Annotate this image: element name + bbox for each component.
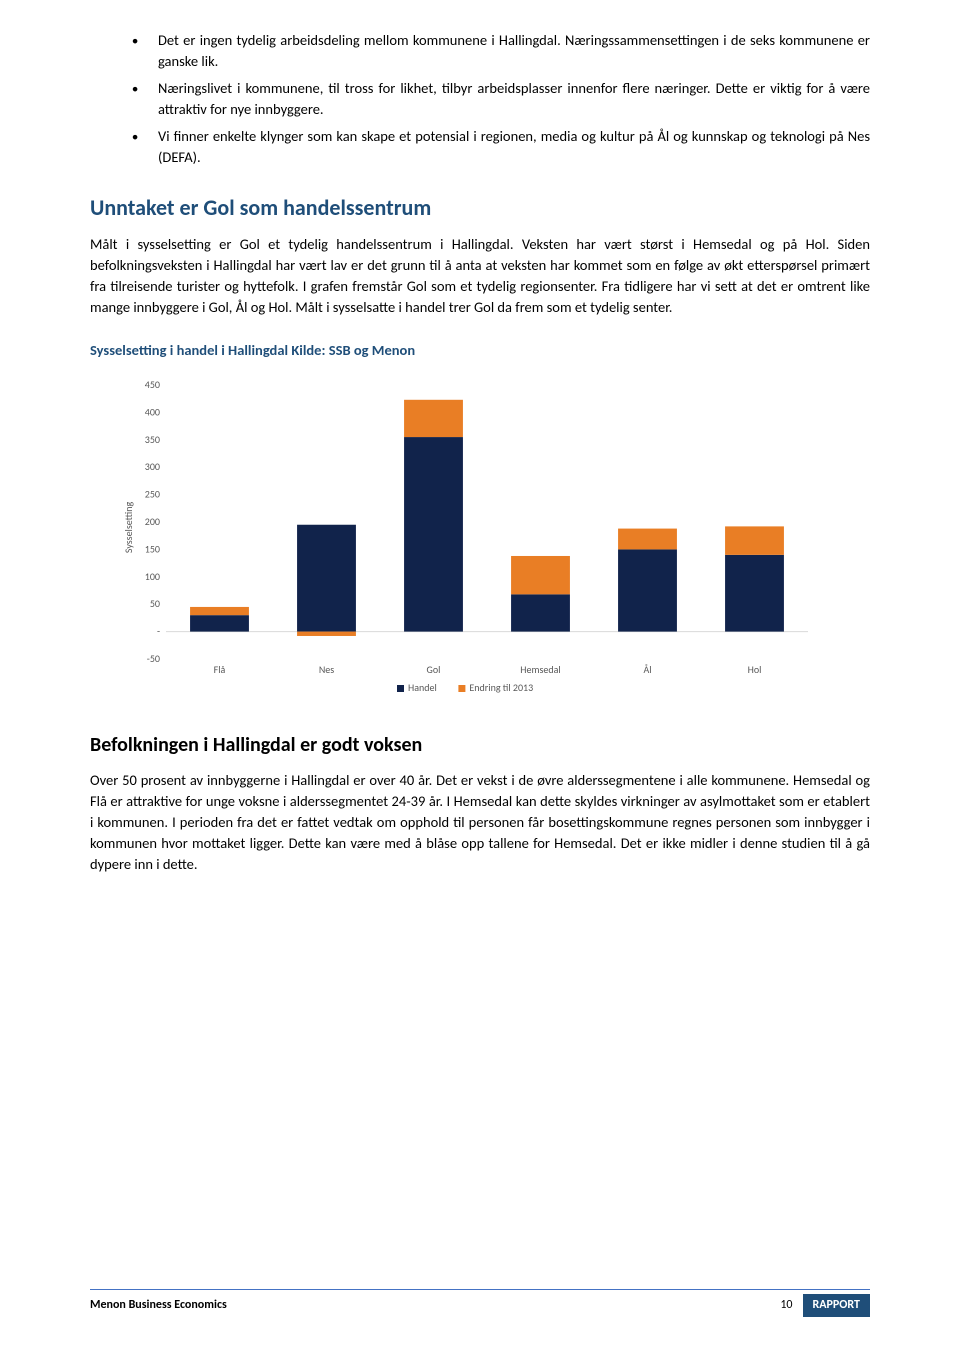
footer-divider	[90, 1289, 870, 1290]
page-footer: Menon Business Economics 10 RAPPORT	[0, 1289, 960, 1317]
section-body-befolkningen: Over 50 prosent av innbyggerne i Halling…	[90, 770, 870, 875]
chart-caption: Sysselsetting i handel i Hallingdal Kild…	[90, 340, 870, 361]
bullet-item: ● Det er ingen tydelig arbeidsdeling mel…	[132, 30, 870, 72]
svg-text:Hemsedal: Hemsedal	[520, 663, 560, 676]
stacked-bar-chart: Sysselsetting-50-50100150200250300350400…	[118, 379, 818, 709]
svg-text:100: 100	[145, 570, 160, 583]
bullet-item: ● Vi finner enkelte klynger som kan skap…	[132, 126, 870, 168]
svg-text:300: 300	[145, 460, 160, 473]
svg-text:150: 150	[145, 542, 160, 555]
svg-text:Flå: Flå	[214, 663, 226, 676]
svg-text:450: 450	[145, 379, 160, 391]
svg-text:50: 50	[150, 597, 160, 610]
svg-text:Nes: Nes	[319, 663, 334, 676]
svg-text:Hol: Hol	[748, 663, 762, 676]
section-heading-unntaket: Unntaket er Gol som handelssentrum	[90, 192, 870, 224]
bullet-list: ● Det er ingen tydelig arbeidsdeling mel…	[132, 30, 870, 168]
bullet-text: Næringslivet i kommunene, til tross for …	[158, 78, 870, 120]
bullet-icon: ●	[132, 126, 158, 168]
bullet-text: Vi finner enkelte klynger som kan skape …	[158, 126, 870, 168]
svg-text:-50: -50	[147, 652, 160, 665]
svg-text:Handel: Handel	[408, 681, 437, 694]
svg-text:250: 250	[145, 488, 160, 501]
svg-text:Endring til 2013: Endring til 2013	[469, 681, 533, 694]
bullet-text: Det er ingen tydelig arbeidsdeling mello…	[158, 30, 870, 72]
svg-text:Sysselsetting: Sysselsetting	[122, 502, 135, 554]
svg-text:-: -	[157, 625, 160, 638]
section-heading-befolkningen: Befolkningen i Hallingdal er godt voksen	[90, 731, 870, 760]
bullet-icon: ●	[132, 30, 158, 72]
footer-org: Menon Business Economics	[90, 1297, 227, 1314]
bullet-icon: ●	[132, 78, 158, 120]
svg-text:400: 400	[145, 405, 160, 418]
chart-container: Sysselsetting-50-50100150200250300350400…	[118, 379, 870, 709]
svg-text:Ål: Ål	[643, 663, 651, 676]
svg-text:350: 350	[145, 433, 160, 446]
footer-badge: RAPPORT	[803, 1294, 871, 1317]
svg-text:Gol: Gol	[427, 663, 441, 676]
footer-page-number: 10	[780, 1297, 792, 1314]
section-body-unntaket: Målt i sysselsetting er Gol et tydelig h…	[90, 234, 870, 318]
bullet-item: ● Næringslivet i kommunene, til tross fo…	[132, 78, 870, 120]
svg-text:200: 200	[145, 515, 160, 528]
